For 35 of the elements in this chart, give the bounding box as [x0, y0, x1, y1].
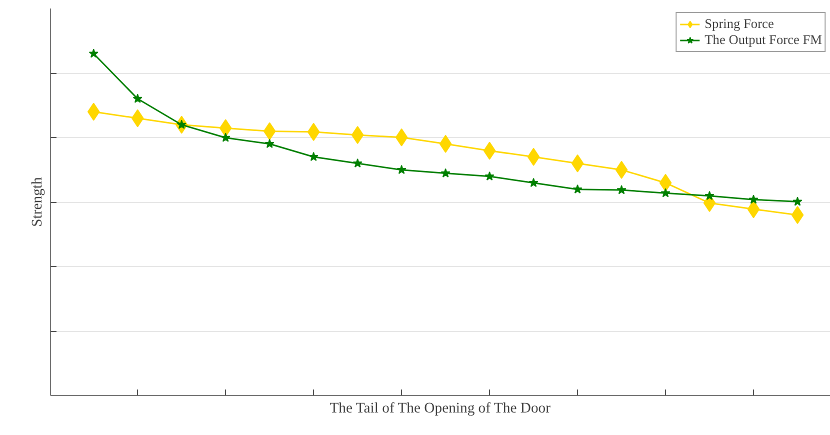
point: [791, 206, 804, 224]
point: [88, 48, 98, 58]
x-axis-title: The Tail of The Opening of The Door: [330, 400, 551, 416]
point: [748, 194, 758, 204]
point: [616, 185, 626, 194]
point: [527, 148, 540, 166]
point: [704, 190, 714, 200]
point: [87, 102, 100, 121]
point: [132, 94, 142, 103]
point: [263, 122, 276, 140]
point: [792, 196, 802, 206]
point: [483, 142, 496, 160]
point: [264, 138, 274, 148]
point: [572, 184, 582, 194]
point: [351, 126, 364, 144]
point: [615, 160, 628, 179]
point: [747, 200, 760, 218]
legend-label: Spring Force: [704, 16, 774, 32]
point: [659, 174, 672, 192]
point: [220, 132, 230, 142]
point: [484, 171, 494, 180]
point: [660, 188, 670, 198]
point: [571, 154, 584, 172]
point: [396, 164, 406, 174]
point: [528, 178, 538, 187]
legend-label: The Output Force FM: [704, 32, 822, 48]
point: [440, 168, 450, 178]
point: [307, 122, 320, 141]
point: [131, 109, 144, 128]
point: [219, 119, 232, 138]
point: [308, 152, 318, 162]
point: [439, 134, 452, 153]
y-axis-title: Strength: [30, 176, 46, 227]
point: [395, 128, 408, 146]
point: [352, 158, 362, 168]
